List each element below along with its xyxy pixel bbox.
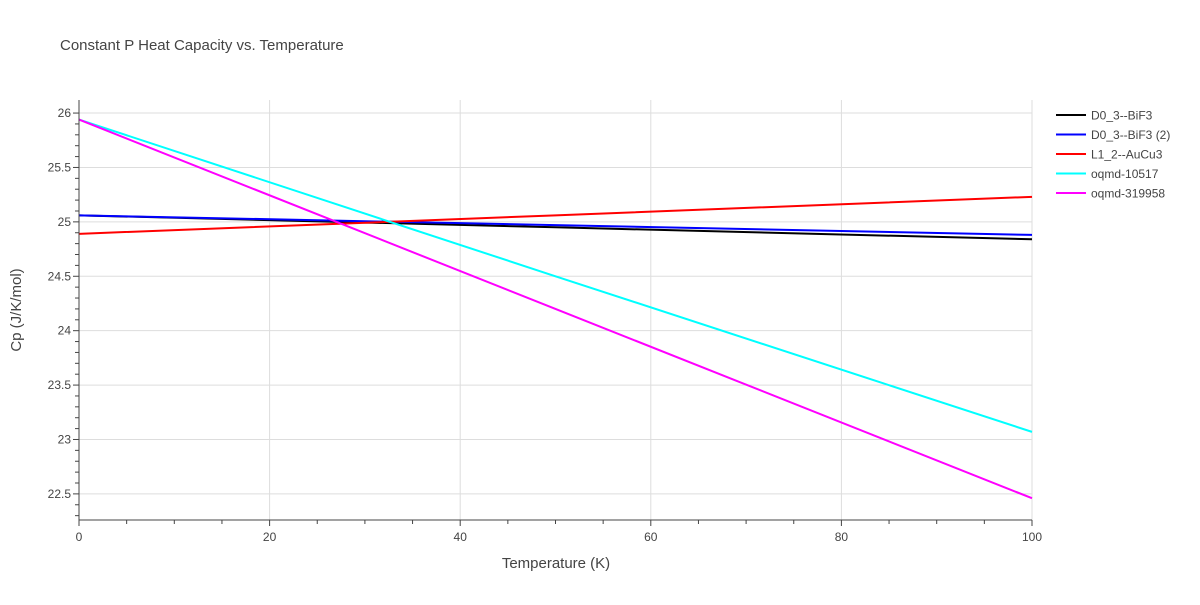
- y-tick-label: 24: [58, 324, 72, 338]
- y-tick-label: 22.5: [48, 487, 72, 501]
- x-tick-label: 0: [76, 530, 83, 544]
- series-line-oqmd-319958: [78, 118, 1033, 500]
- grid: [79, 100, 1033, 520]
- series-line-oqmd-10517: [78, 118, 1033, 433]
- legend-label: D0_3--BiF3 (2): [1091, 128, 1170, 142]
- legend-label: oqmd-10517: [1091, 167, 1159, 181]
- legend-label: oqmd-319958: [1091, 187, 1165, 201]
- series-line-D0_3--BiF3 (2): [78, 214, 1033, 236]
- x-tick-label: 100: [1022, 530, 1042, 544]
- chart-title: Constant P Heat Capacity vs. Temperature: [60, 37, 344, 54]
- legend-label: L1_2--AuCu3: [1091, 148, 1163, 162]
- y-tick-label: 25.5: [48, 160, 72, 174]
- legend: D0_3--BiF3 D0_3--BiF3 (2) L1_2--AuCu3 oqmd-…: [1056, 109, 1170, 201]
- x-axis-label: Temperature (K): [502, 555, 610, 572]
- legend-label: D0_3--BiF3: [1091, 109, 1153, 123]
- y-tick-label: 24.5: [48, 269, 72, 283]
- x-tick-label: 60: [644, 530, 658, 544]
- y-tick-label: 23.5: [48, 378, 72, 392]
- y-tick-label: 25: [58, 215, 72, 229]
- series-lines: [78, 118, 1033, 500]
- x-tick-label: 40: [454, 530, 468, 544]
- series-line-L1_2--AuCu3: [78, 195, 1033, 235]
- x-tick-label: 80: [835, 530, 849, 544]
- y-axis-label: Cp (J/K/mol): [8, 268, 25, 351]
- axes: 0 20 40 60 80 100 22.5 23 23.5 24 24.5 25 25.5 26: [48, 100, 1042, 544]
- x-tick-label: 20: [263, 530, 277, 544]
- y-tick-label: 26: [58, 106, 72, 120]
- y-tick-label: 23: [58, 432, 72, 446]
